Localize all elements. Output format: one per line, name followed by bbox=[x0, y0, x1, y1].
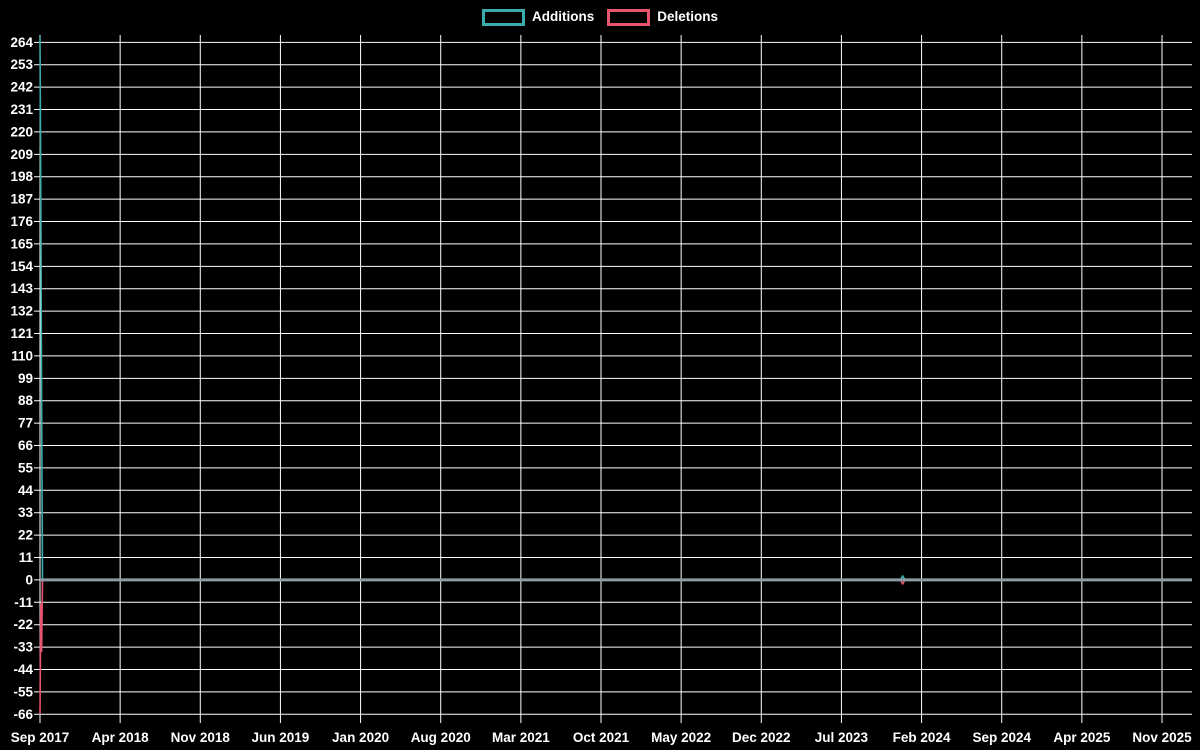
y-tick-label: 110 bbox=[11, 348, 33, 363]
y-tick-label: 11 bbox=[19, 550, 34, 565]
y-tick-label: 253 bbox=[10, 57, 33, 72]
y-tick-label: 143 bbox=[10, 281, 33, 296]
x-tick-label: Dec 2022 bbox=[732, 730, 791, 745]
y-tick-label: 22 bbox=[18, 528, 33, 543]
x-tick-label: Apr 2025 bbox=[1053, 730, 1111, 745]
y-tick-label: 121 bbox=[10, 326, 33, 341]
x-tick-label: Nov 2025 bbox=[1132, 730, 1192, 745]
x-tick-label: Aug 2020 bbox=[411, 730, 471, 745]
y-tick-label: 242 bbox=[10, 80, 33, 95]
x-tick-label: Oct 2021 bbox=[573, 730, 630, 745]
x-tick-label: Mar 2021 bbox=[492, 730, 550, 745]
additions-swatch-icon bbox=[481, 8, 525, 26]
y-tick-label: 209 bbox=[10, 147, 33, 162]
x-tick-label: Jan 2020 bbox=[332, 730, 389, 745]
y-tick-label: 77 bbox=[18, 416, 33, 431]
y-tick-label: -55 bbox=[13, 684, 33, 699]
y-tick-label: 165 bbox=[10, 236, 33, 251]
x-tick-label: Apr 2018 bbox=[92, 730, 150, 745]
legend-label: Additions bbox=[531, 9, 595, 24]
legend-label: Deletions bbox=[657, 9, 718, 24]
y-tick-label: 187 bbox=[10, 192, 33, 207]
y-tick-label: 99 bbox=[18, 371, 33, 386]
y-tick-label: 66 bbox=[18, 438, 34, 453]
additions-line bbox=[39, 36, 1192, 581]
y-tick-label: 220 bbox=[10, 124, 33, 139]
y-tick-label: 88 bbox=[18, 393, 34, 408]
x-tick-label: Nov 2018 bbox=[171, 730, 231, 745]
x-tick-label: Sep 2024 bbox=[972, 730, 1031, 745]
legend-item-additions[interactable]: Additions bbox=[481, 8, 595, 26]
chart-legend: Additions Deletions bbox=[0, 8, 1200, 26]
y-tick-label: 44 bbox=[18, 483, 34, 498]
y-tick-label: 198 bbox=[10, 169, 33, 184]
y-tick-label: -66 bbox=[13, 707, 33, 722]
y-tick-label: 231 bbox=[10, 102, 33, 117]
x-tick-label: May 2022 bbox=[651, 730, 711, 745]
y-tick-label: -22 bbox=[13, 617, 33, 632]
legend-item-deletions[interactable]: Deletions bbox=[607, 8, 718, 26]
y-tick-label: 264 bbox=[10, 35, 33, 50]
deletions-swatch-icon bbox=[607, 8, 651, 26]
y-tick-label: 33 bbox=[18, 505, 34, 520]
x-tick-label: Feb 2024 bbox=[893, 730, 951, 745]
y-tick-label: -33 bbox=[13, 640, 33, 655]
y-tick-label: 154 bbox=[10, 259, 33, 274]
y-tick-label: -44 bbox=[13, 662, 33, 677]
x-tick-label: Sep 2017 bbox=[11, 730, 70, 745]
x-tick-label: Jul 2023 bbox=[815, 730, 869, 745]
x-tick-label: Jun 2019 bbox=[252, 730, 310, 745]
y-tick-label: 176 bbox=[10, 214, 33, 229]
y-tick-label: -11 bbox=[14, 595, 33, 610]
y-tick-label: 55 bbox=[18, 460, 34, 475]
y-tick-label: 132 bbox=[10, 304, 33, 319]
y-tick-label: 0 bbox=[25, 572, 33, 587]
